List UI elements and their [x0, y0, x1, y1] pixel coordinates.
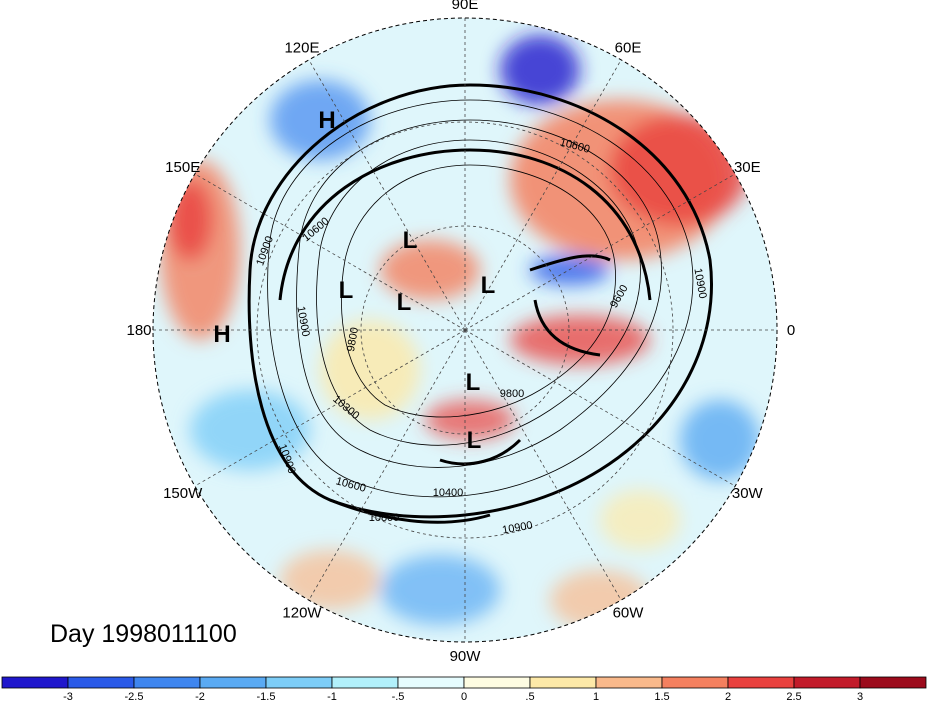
colorbar-box-0: [1, 676, 69, 689]
colorbar-tick-5: -.5: [392, 691, 405, 702]
colorbar-tick-7: .5: [525, 691, 534, 702]
colorbar-box-8: [529, 676, 597, 689]
colorbar-tick-6: 0: [461, 691, 467, 702]
colorbar-box-5: [331, 676, 399, 689]
colorbar-box-3: [199, 676, 267, 689]
colorbar-tick-2: -2: [195, 691, 205, 702]
colorbar-tick-4: -1: [327, 691, 337, 702]
longitude-labels: 90E 60E 30E 0 30W 60W 90W 120W 150W 180 150E 120E: [126, 0, 795, 665]
colorbar-box-11: [727, 676, 795, 689]
map-boundary: [152, 17, 778, 643]
pressure-center-l-5: L: [481, 272, 496, 299]
contour-label-8: 10400: [433, 487, 464, 499]
lon-label-11: 120E: [284, 40, 319, 57]
contour-label-3: 9800: [345, 326, 361, 352]
pressure-center-l-4: L: [397, 289, 412, 316]
pressure-center-l-3: L: [339, 277, 354, 304]
colorbar-tick-labels: -3 -2.5 -2 -1.5 -1 -.5 0 .5 1 1.5 2 2.5 3: [63, 691, 863, 702]
lon-label-10: 150E: [165, 159, 200, 176]
contour-label-12: 10900: [691, 267, 708, 299]
pressure-center-h-0: H: [318, 107, 335, 134]
lon-label-8: 150W: [163, 485, 203, 502]
contour-label-7: 10800: [369, 512, 400, 524]
colorbar: -3 -2.5 -2 -1.5 -1 -.5 0 .5 1 1.5 2 2.5 3: [1, 676, 927, 702]
colorbar-box-6: [397, 676, 465, 689]
colorbar-box-9: [595, 676, 663, 689]
lon-label-3: 0: [787, 322, 795, 339]
pressure-center-h-1: H: [213, 321, 230, 348]
lon-label-5: 60W: [613, 604, 645, 621]
colorbar-tick-0: -3: [63, 691, 73, 702]
graticule: [153, 18, 777, 642]
pressure-center-labels: H H L L L L L L: [213, 107, 495, 454]
contour-label-9: 10900: [501, 519, 533, 536]
contour-label-2: 10900: [294, 305, 311, 337]
colorbar-box-10: [661, 676, 729, 689]
pressure-center-l-7: L: [467, 427, 482, 454]
lon-label-9: 180: [126, 322, 151, 339]
height-contours: [247, 83, 713, 524]
pressure-center-l-2: L: [403, 227, 418, 254]
contour-label-10: 9800: [500, 388, 524, 400]
pressure-center-l-6: L: [466, 369, 481, 396]
colorbar-tick-12: 3: [857, 691, 863, 702]
colorbar-box-4: [265, 676, 333, 689]
polar-map: 90E 60E 30E 0 30W 60W 90W 120W 150W 180 150E 120E H…: [126, 0, 795, 665]
colorbar-tick-11: 2.5: [786, 691, 801, 702]
colorbar-tick-3: -1.5: [257, 691, 276, 702]
colorbar-box-7: [463, 676, 531, 689]
colorbar-box-13: [859, 676, 927, 689]
colorbar-tick-10: 2: [725, 691, 731, 702]
lon-label-6: 90W: [450, 648, 482, 665]
colorbar-box-2: [133, 676, 201, 689]
colorbar-tick-1: -2.5: [125, 691, 144, 702]
lon-label-7: 120W: [282, 604, 322, 621]
lon-label-1: 60E: [615, 40, 642, 57]
colorbar-boxes: [1, 676, 927, 689]
lon-label-2: 30E: [734, 159, 761, 176]
colorbar-tick-8: 1: [593, 691, 599, 702]
colorbar-box-12: [793, 676, 861, 689]
lon-label-0: 90E: [452, 0, 479, 13]
day-title: Day 1998011100: [50, 620, 237, 648]
colorbar-box-1: [67, 676, 135, 689]
lon-label-4: 30W: [732, 485, 764, 502]
colorbar-tick-9: 1.5: [654, 691, 669, 702]
